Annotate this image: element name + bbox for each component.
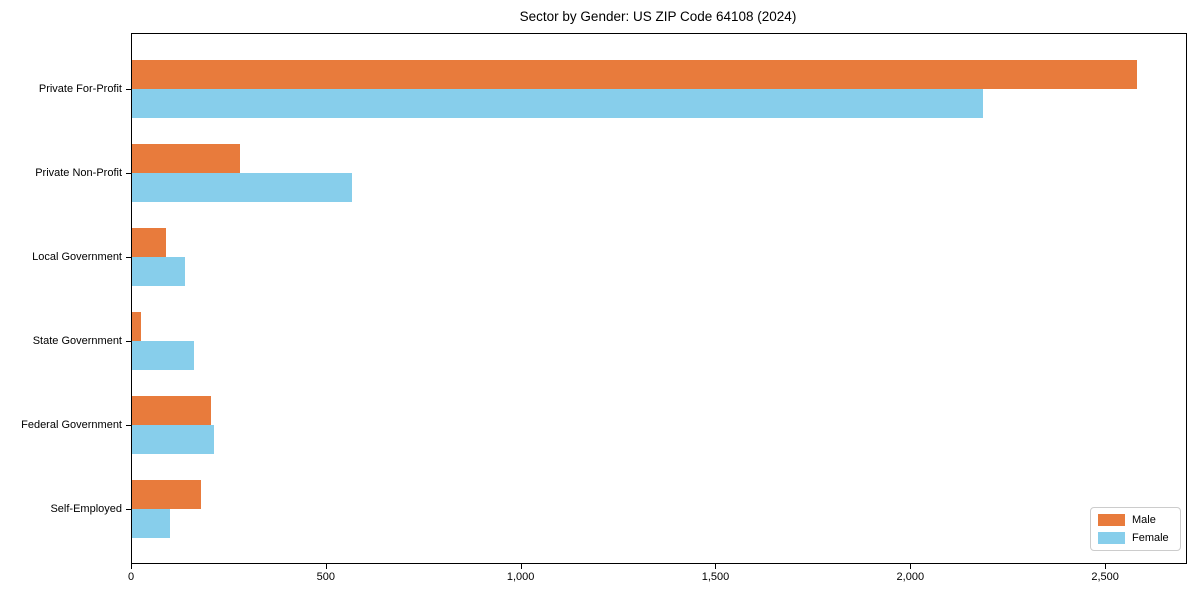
y-axis-tick	[126, 256, 131, 258]
bar-female-state-government	[132, 340, 194, 370]
legend-entry-female: Female	[1098, 532, 1172, 544]
bar-male-private-for-profit	[132, 59, 1137, 89]
x-axis-tick-label: 2,500	[1091, 571, 1119, 583]
legend: Male Female	[1090, 507, 1181, 551]
x-axis-tick-label: 0	[127, 571, 135, 583]
bar-male-local-government	[132, 227, 166, 257]
y-axis-tick	[126, 340, 131, 342]
x-axis-tick-label: 500	[316, 571, 335, 583]
y-axis-tick	[126, 508, 131, 510]
bar-male-federal-government	[132, 395, 211, 425]
x-axis-tick	[520, 564, 522, 569]
bar-female-private-non-profit	[132, 172, 352, 202]
x-axis-tick-label: 2,000	[896, 571, 925, 583]
y-axis-category-label: Federal Government	[21, 418, 122, 431]
y-axis-category-label: State Government	[32, 334, 122, 347]
bar-female-local-government	[132, 256, 185, 286]
y-axis-tick	[126, 424, 131, 426]
x-axis-tick	[131, 564, 132, 569]
plot-area	[131, 33, 1187, 564]
x-axis-tick	[910, 564, 912, 569]
legend-swatch-male	[1098, 514, 1125, 526]
bar-male-self-employed	[132, 479, 201, 509]
legend-label: Female	[1132, 532, 1169, 544]
legend-label: Male	[1132, 514, 1156, 526]
y-axis-category-label: Local Government	[32, 250, 122, 263]
bar-female-self-employed	[132, 508, 170, 538]
legend-entry-male: Male	[1098, 514, 1172, 526]
y-axis-tick	[126, 172, 131, 174]
chart-title: Sector by Gender: US ZIP Code 64108 (202…	[519, 9, 797, 24]
x-axis-tick	[1105, 564, 1107, 569]
x-axis-tick	[715, 564, 717, 569]
y-axis-category-label: Self-Employed	[50, 502, 122, 515]
bar-male-state-government	[132, 311, 141, 341]
bar-male-private-non-profit	[132, 143, 240, 173]
bar-female-federal-government	[132, 424, 214, 454]
bar-female-private-for-profit	[132, 88, 983, 118]
x-axis-tick-label: 1,500	[701, 571, 730, 583]
x-axis-tick-label: 1,000	[506, 571, 535, 583]
y-axis-category-label: Private Non-Profit	[35, 166, 122, 179]
legend-swatch-female	[1098, 532, 1125, 544]
y-axis-tick	[126, 88, 131, 90]
x-axis-tick	[325, 564, 327, 569]
y-axis-category-label: Private For-Profit	[38, 82, 122, 95]
